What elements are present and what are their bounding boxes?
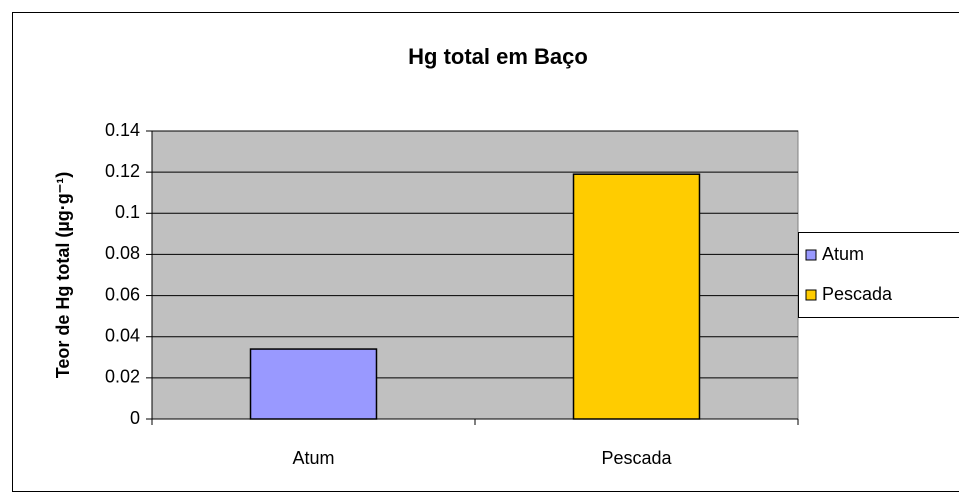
legend-label: Atum — [822, 244, 864, 264]
y-tick-label: 0.06 — [105, 284, 140, 304]
legend-label: Pescada — [822, 284, 893, 304]
legend-box — [798, 232, 959, 318]
y-tick-label: 0.12 — [105, 161, 140, 181]
bar — [572, 173, 701, 420]
y-axis-label: Teor de Hg total (µg·g⁻¹) — [53, 172, 73, 379]
plot-area — [151, 130, 799, 420]
x-tick-label: Atum — [292, 448, 334, 468]
y-tick-label: 0.08 — [105, 243, 140, 263]
y-tick-label: 0.1 — [115, 202, 140, 222]
y-tick-label: 0.02 — [105, 367, 140, 387]
y-tick-label: 0.04 — [105, 325, 140, 345]
bar — [249, 348, 378, 420]
legend-swatch — [805, 289, 817, 301]
y-tick-label: 0.14 — [105, 120, 140, 140]
chart-title: Hg total em Baço — [408, 44, 588, 69]
legend-swatch — [805, 249, 817, 261]
x-tick-label: Pescada — [601, 448, 672, 468]
y-tick-label: 0 — [130, 408, 140, 428]
